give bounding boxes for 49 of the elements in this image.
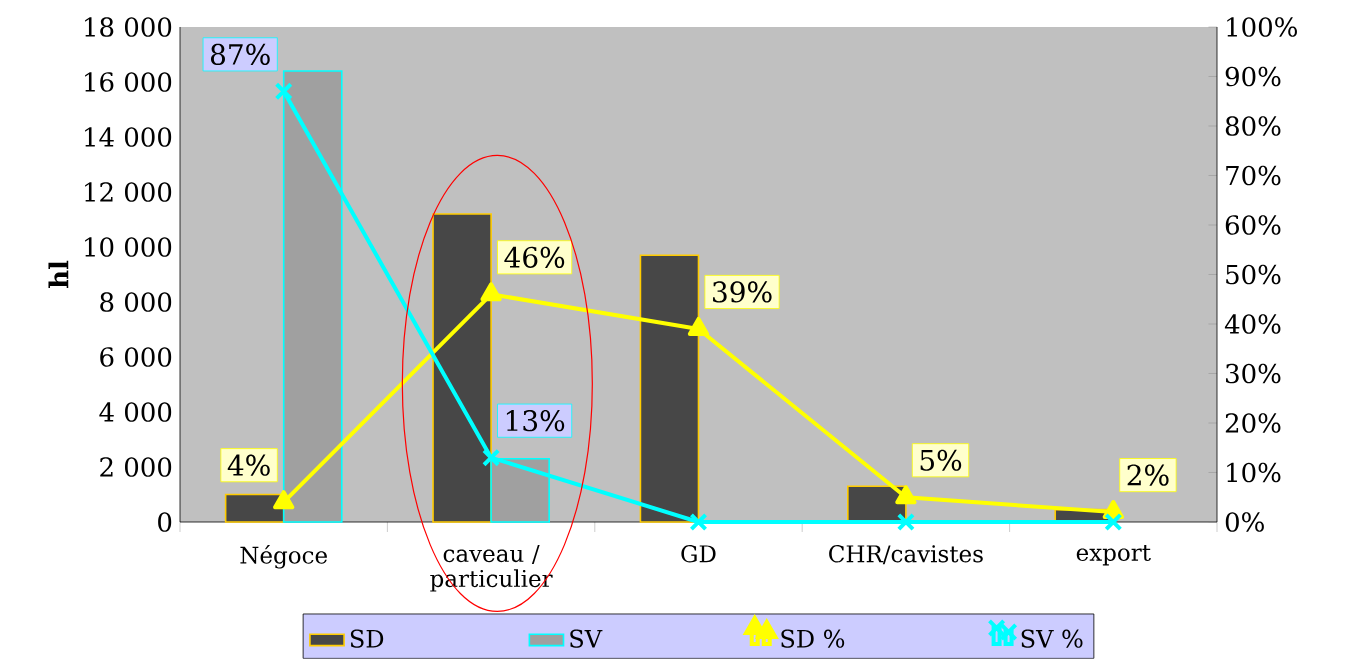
bar [432, 213, 492, 523]
y-tick-label: 4 000 [99, 402, 172, 422]
legend-label: SV [570, 629, 603, 648]
y-tick-label: 0 [158, 512, 172, 532]
point [689, 513, 708, 532]
data-label: 4% [227, 454, 270, 476]
y-tick-label: 14 000 [85, 127, 172, 147]
data-label: 13% [506, 410, 565, 432]
point [896, 513, 915, 532]
data-label: 87% [210, 43, 270, 66]
point [273, 490, 295, 510]
y-tick-label: 12 000 [85, 182, 172, 202]
point [482, 448, 501, 467]
y2-tick-label: 70% [1226, 165, 1281, 186]
y2-tick-label: 60% [1225, 215, 1281, 235]
point [1104, 513, 1123, 532]
y2-tick-label: 0% [1225, 512, 1264, 532]
data-label: 39% [713, 281, 772, 303]
y2-tick-label: 20% [1225, 413, 1281, 433]
x-tick-label: CHR/cavistes [829, 545, 983, 565]
y-tick-label: 8 000 [100, 292, 172, 312]
y-tick-label: 16 000 [85, 72, 172, 92]
point [895, 485, 917, 505]
data-label: 2% [1127, 464, 1169, 486]
y2-tick-label: 40% [1224, 314, 1281, 334]
point [274, 82, 293, 101]
data-label: 46% [504, 246, 565, 269]
legend-label: SD % [781, 629, 845, 648]
legend-label: SV % [1021, 629, 1083, 648]
point [687, 317, 710, 337]
bar [639, 254, 700, 523]
y-axis-title: hl [48, 260, 69, 289]
y2-tick-label: 30% [1226, 363, 1281, 384]
y2-tick-label: 100% [1227, 17, 1297, 37]
point [480, 282, 502, 302]
x-tick-label: GD [681, 545, 716, 563]
data-label: 5% [920, 449, 962, 471]
y2-tick-label: 80% [1225, 116, 1281, 136]
x-tick-label: Négoce [240, 545, 327, 569]
y-tick-label: 2 000 [100, 457, 172, 477]
y-tick-label: 18 000 [85, 17, 172, 37]
y2-tick-label: 10% [1227, 462, 1281, 483]
y-tick-label: 6 000 [100, 347, 172, 367]
x-tick-label: export [1076, 545, 1151, 566]
y-tick-label: 10 000 [85, 237, 172, 257]
y2-tick-label: 50% [1226, 264, 1281, 285]
legend-label: SD [350, 629, 384, 648]
bar [224, 493, 285, 523]
y2-tick-label: 90% [1225, 66, 1281, 87]
